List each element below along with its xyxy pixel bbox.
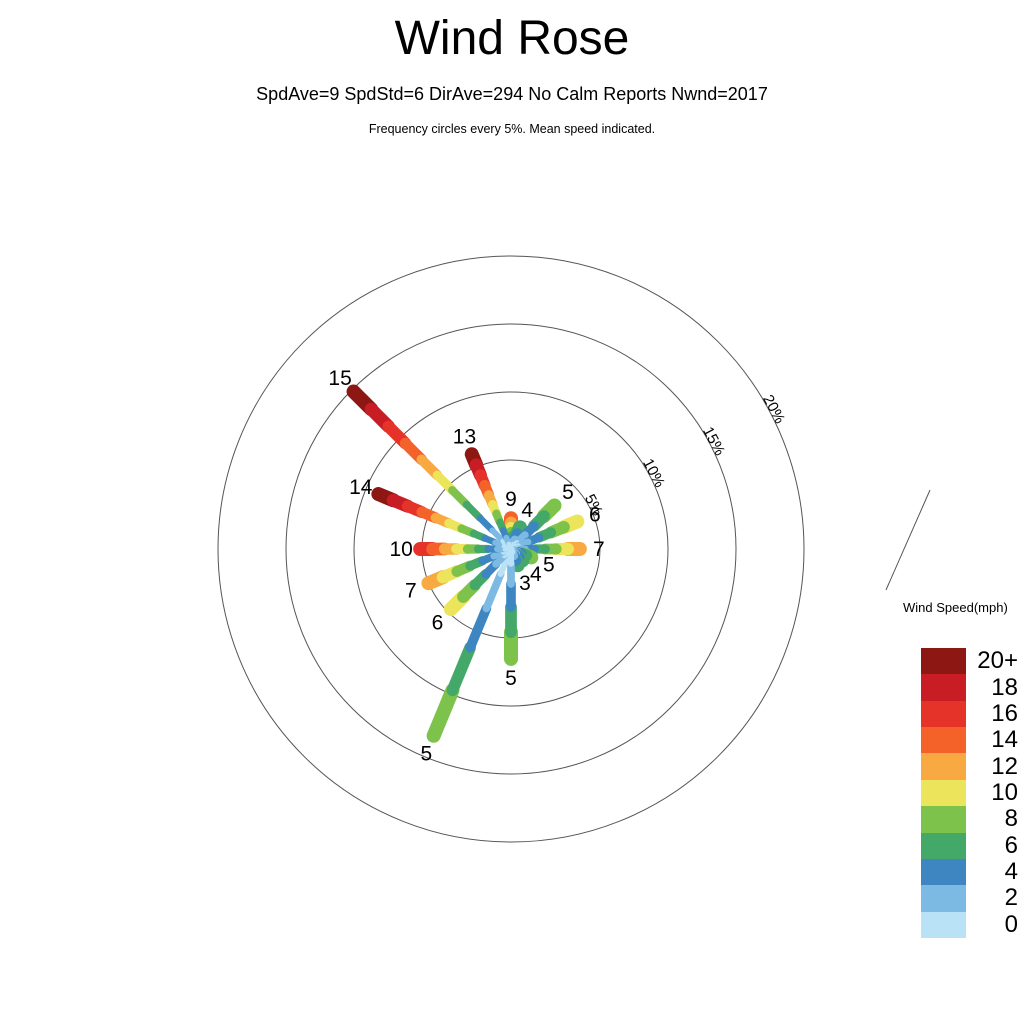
ring-labels: 5%10%15%20% [581,392,788,519]
petal-label-SE: 4 [530,563,542,586]
legend-swatch-4 [921,858,966,886]
ring-label-20: 20% [759,392,788,426]
petal-label-WSW: 7 [405,579,417,602]
legend-leader-line [885,489,931,591]
legend-label-6: 6 [1004,831,1018,859]
chart-note: Frequency circles every 5%. Mean speed i… [368,122,656,136]
petal-label-E: 7 [593,538,605,561]
legend-swatch-0 [921,911,966,938]
legend-colorbar [921,648,966,938]
petal-label-NNW: 13 [453,426,476,449]
legend-pointer-line [885,489,931,591]
petal-segment [506,541,514,552]
wind-petals [346,384,587,743]
frequency-ring-10% [353,391,669,707]
petal-NW [346,384,514,552]
legend-label-0: 0 [1004,910,1018,938]
legend-label-12: 12 [991,752,1018,780]
legend-label-20+: 20+ [977,647,1018,675]
legend-label-16: 16 [991,699,1018,727]
petal-label-N: 9 [505,488,517,511]
legend-label-14: 14 [991,726,1018,754]
legend-title: Wind Speed(mph) [903,600,1008,615]
legend-swatch-18 [921,674,966,701]
frequency-ring-20% [217,255,805,843]
legend-label-18: 18 [991,673,1018,701]
legend-label-10: 10 [991,779,1018,806]
frequency-rings [217,255,805,843]
legend-swatch-16 [921,700,966,728]
petal-label-SW: 6 [432,612,444,635]
page-title: Wind Rose [394,12,630,65]
petal-label-S: 5 [505,667,517,690]
legend-label-8: 8 [1004,805,1018,833]
petal-NE [507,498,562,553]
petal-segment [465,603,492,653]
legend-swatch-2 [921,885,966,912]
petal-label-ENE: 6 [589,503,601,526]
legend-swatch-6 [921,832,966,859]
petal-label-WNW: 14 [349,476,373,499]
legend-label-2: 2 [1004,884,1018,912]
legend-swatch-8 [921,806,966,833]
petal-label-NW: 15 [328,367,351,390]
petal-label-W: 10 [389,538,412,561]
petal-NNW [464,447,514,552]
summary-stats: SpdAve=9 SpdStd=6 DirAve=294 No Calm Rep… [256,84,768,104]
legend-swatch-20+ [921,648,966,675]
ring-label-15: 15% [699,424,728,458]
petal-label-ESE: 5 [543,554,555,577]
petal-WNW [371,487,514,552]
petal-label-SSW: 5 [421,742,433,765]
petal-label-NNE: 4 [521,499,533,522]
petal-label-NE: 5 [562,481,574,504]
ring-label-10: 10% [639,456,668,490]
legend-label-4: 4 [1004,858,1018,886]
petal-segment [482,570,505,613]
petal-segment [446,641,477,697]
frequency-ring-15% [285,323,737,775]
petal-segment [426,683,460,743]
legend-swatch-14 [921,727,966,754]
petal-label-SSE: 3 [519,572,531,595]
legend-swatch-12 [921,753,966,780]
petal-ENE [508,514,585,552]
legend-swatch-10 [921,779,966,807]
